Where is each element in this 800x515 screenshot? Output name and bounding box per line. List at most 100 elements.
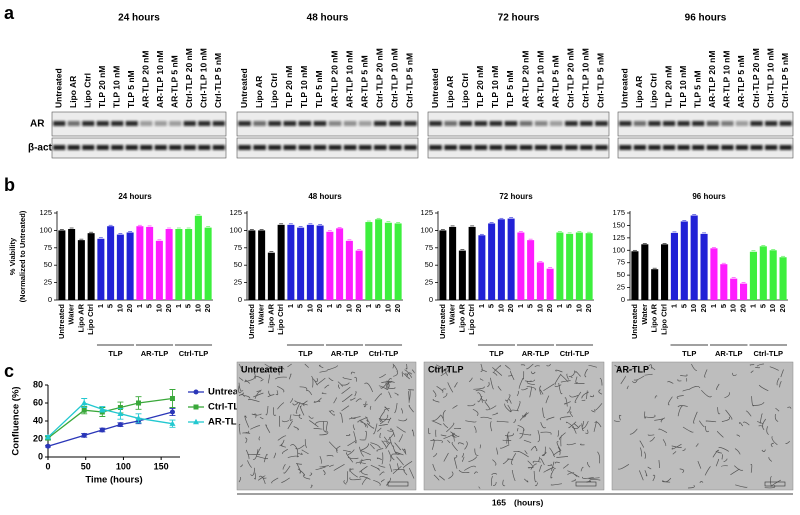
blot-band bbox=[140, 121, 153, 126]
group-label: TLP bbox=[108, 349, 122, 358]
y-tick-label: 100 bbox=[420, 225, 433, 234]
bar bbox=[507, 218, 515, 300]
x-tick-label: 50 bbox=[81, 461, 91, 471]
blot-band bbox=[67, 121, 80, 126]
blot-lane-label: AR-TLP 5 nM bbox=[359, 55, 369, 108]
bar bbox=[740, 283, 748, 300]
x-tick-label: 5 bbox=[374, 304, 383, 308]
blot-band bbox=[619, 121, 632, 126]
series-line bbox=[47, 397, 173, 439]
x-tick-label: 5 bbox=[526, 304, 535, 308]
x-tick-label: 5 bbox=[106, 304, 115, 308]
blot-lane-label: TLP 5 nM bbox=[126, 70, 136, 108]
marker bbox=[99, 427, 105, 433]
blot-band bbox=[429, 145, 442, 150]
marker bbox=[135, 415, 142, 421]
y-tick-label: 0 bbox=[38, 451, 43, 461]
blot-band bbox=[489, 121, 503, 126]
x-tick-label: 1 bbox=[748, 304, 757, 308]
legend-label: Untreated bbox=[208, 387, 253, 398]
x-tick-label: Water bbox=[448, 304, 457, 325]
bar bbox=[248, 230, 256, 300]
blot-band bbox=[96, 121, 109, 126]
y-tick-label: 80 bbox=[33, 379, 43, 389]
blot-band bbox=[313, 121, 327, 126]
bar bbox=[478, 235, 486, 300]
y-tick-label: 125 bbox=[229, 208, 242, 217]
blot-band bbox=[564, 121, 578, 126]
blot-lane-label: AR-TLP 5 nM bbox=[170, 55, 180, 108]
blot-lane-label: AR-TLP 5 nM bbox=[736, 55, 746, 108]
x-tick-label: Water bbox=[257, 304, 266, 325]
y-tick-label: 0 bbox=[621, 295, 625, 304]
blot-band bbox=[253, 121, 266, 126]
bar bbox=[710, 248, 718, 300]
chart-title: 48 hours bbox=[308, 192, 342, 201]
blot-lane-label: AR-TLP 20 nM bbox=[329, 51, 339, 108]
blot-lane-label: TLP 10 nM bbox=[490, 66, 500, 108]
blot-band bbox=[212, 121, 225, 126]
y-tick-label: 25 bbox=[234, 278, 242, 287]
x-tick-label: 1 bbox=[516, 304, 525, 308]
x-tick-label: Untreated bbox=[438, 304, 447, 339]
y-tick-label: 75 bbox=[44, 243, 52, 252]
time-value: 165 bbox=[492, 497, 506, 507]
x-tick-label: 5 bbox=[719, 304, 728, 308]
legend-label: AR-TLP bbox=[208, 417, 243, 428]
bar bbox=[277, 224, 285, 300]
blot-timepoint: 48 hours bbox=[307, 13, 349, 24]
x-tick-label: 20 bbox=[506, 304, 515, 312]
blot-lane-label: TLP 20 nM bbox=[475, 66, 485, 108]
blot-band bbox=[735, 121, 749, 126]
blot-band bbox=[504, 121, 518, 126]
chart-title: 24 hours bbox=[118, 192, 152, 201]
x-tick-label: 1 bbox=[174, 304, 183, 308]
x-tick-label: Water bbox=[67, 304, 76, 325]
x-tick-label: 0 bbox=[45, 461, 50, 471]
blot-strip bbox=[427, 137, 610, 159]
scale-bar bbox=[575, 481, 597, 487]
bar bbox=[258, 230, 266, 300]
cell-texture bbox=[238, 363, 415, 489]
series-line bbox=[47, 411, 173, 447]
blot-band bbox=[534, 121, 548, 126]
blot-band bbox=[373, 145, 387, 150]
bar bbox=[384, 222, 392, 300]
x-tick-label: 20 bbox=[315, 304, 324, 312]
blot-band bbox=[358, 121, 372, 126]
x-tick-label: 1 bbox=[555, 304, 564, 308]
blot-row-label: AR bbox=[30, 119, 45, 130]
blot-strip bbox=[236, 137, 419, 159]
bar bbox=[700, 233, 708, 300]
bar bbox=[165, 229, 173, 300]
bar bbox=[439, 230, 447, 300]
blot-lane-label: TLP 10 nM bbox=[678, 66, 688, 108]
blot-band bbox=[212, 145, 225, 150]
blot-band bbox=[82, 121, 95, 126]
group-label: Ctrl-TLP bbox=[753, 349, 783, 358]
blot-band bbox=[53, 145, 66, 150]
bar bbox=[585, 233, 593, 300]
x-tick-label: 5 bbox=[758, 304, 767, 308]
y-tick-label: 100 bbox=[612, 245, 625, 254]
bar bbox=[336, 228, 344, 300]
y-tick-label: 25 bbox=[44, 278, 52, 287]
blot-band bbox=[238, 121, 251, 126]
blot-band bbox=[298, 145, 312, 150]
y-tick-label: 75 bbox=[617, 258, 625, 267]
blot-lane-label: AR-TLP 20 nM bbox=[520, 51, 530, 108]
y-tick-label: 125 bbox=[39, 208, 52, 217]
group-label: AR-TLP bbox=[331, 349, 359, 358]
micrograph bbox=[423, 361, 605, 491]
x-tick-label: 20 bbox=[778, 304, 787, 312]
blot-band bbox=[268, 145, 282, 150]
blot-band bbox=[662, 145, 676, 150]
x-tick-label: 1 bbox=[135, 304, 144, 308]
y-axis-label: Confluence (%) bbox=[11, 386, 22, 455]
blot-band bbox=[373, 121, 387, 126]
blot-timepoint: 24 hours bbox=[118, 13, 160, 24]
bar bbox=[527, 240, 535, 300]
bar bbox=[536, 262, 544, 300]
marker bbox=[99, 406, 106, 412]
blot-timepoint: 72 hours bbox=[498, 13, 540, 24]
